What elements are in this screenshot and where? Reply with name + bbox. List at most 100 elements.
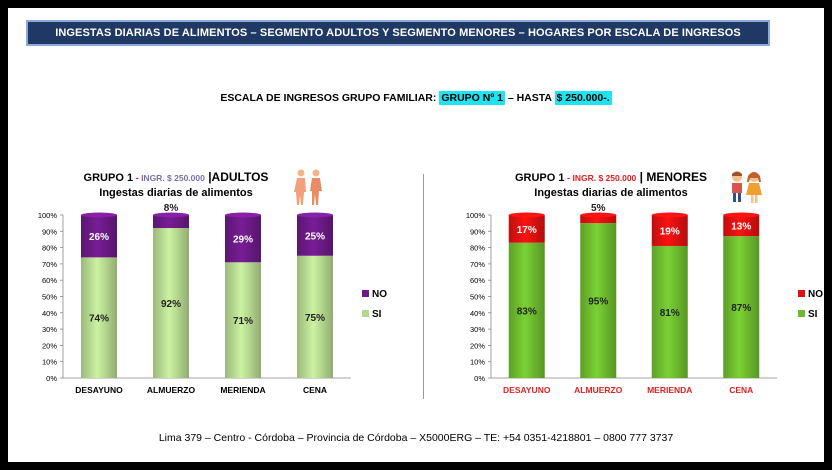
subtitle-middle: – HASTA bbox=[504, 92, 555, 104]
bar-segment-no bbox=[723, 215, 760, 237]
chart-title-group: GRUPO 1 bbox=[515, 172, 565, 184]
minors-chart: GRUPO 1 - INGR. $ 250.000 | MENORES Inges… bbox=[466, 170, 823, 395]
y-tick-label: 100% bbox=[38, 211, 58, 220]
chart-title-separator: - bbox=[565, 173, 573, 183]
chart-subtitle: Ingestas diarias de alimentos bbox=[99, 187, 252, 199]
bar-cap bbox=[297, 212, 333, 218]
footer-contact: Lima 379 – Centro - Córdoba – Provincia … bbox=[158, 432, 674, 444]
legend-label: SI bbox=[372, 309, 382, 320]
y-tick-label: 20% bbox=[470, 341, 485, 350]
data-label-no: 8% bbox=[164, 203, 179, 214]
data-label-no: 26% bbox=[89, 232, 109, 243]
y-tick-label: 50% bbox=[42, 293, 57, 302]
chart-title-separator: - bbox=[133, 173, 141, 183]
y-tick-label: 80% bbox=[42, 244, 57, 253]
data-label-si: 81% bbox=[660, 308, 680, 319]
data-label-si: 75% bbox=[305, 313, 325, 324]
y-tick-label: 0% bbox=[46, 374, 57, 383]
bar-cap bbox=[153, 212, 189, 218]
bar-cap bbox=[651, 212, 688, 218]
bar-segment-no bbox=[580, 215, 617, 224]
data-label-no: 17% bbox=[517, 225, 537, 236]
x-tick-label: MERIENDA bbox=[647, 385, 692, 395]
y-tick-label: 90% bbox=[470, 227, 485, 236]
legend-swatch bbox=[362, 310, 369, 317]
y-tick-label: 70% bbox=[470, 260, 485, 269]
y-tick-label: 40% bbox=[470, 309, 485, 318]
y-tick-label: 90% bbox=[42, 227, 57, 236]
bar-segment-si bbox=[508, 242, 545, 378]
data-label-si: 83% bbox=[517, 306, 537, 317]
slide: INGESTAS DIARIAS DE ALIMENTOS – SEGMENTO… bbox=[8, 8, 824, 462]
chart-title-income: INGR. $ 250.000 bbox=[573, 173, 637, 183]
y-tick-label: 30% bbox=[470, 325, 485, 334]
chart-title-income: INGR. $ 250.000 bbox=[141, 173, 205, 183]
bar-segment-si bbox=[580, 223, 617, 378]
chart-subtitle: Ingestas diarias de alimentos bbox=[534, 187, 687, 199]
y-tick-label: 10% bbox=[42, 358, 57, 367]
legend-swatch bbox=[362, 290, 369, 297]
subtitle-group: GRUPO Nº 1 bbox=[439, 91, 505, 105]
bar-segment-si bbox=[723, 236, 760, 378]
data-label-no: 29% bbox=[233, 235, 253, 246]
adults-chart: GRUPO 1 - INGR. $ 250.000 |ADULTOS Ingest… bbox=[38, 170, 387, 395]
data-label-si: 92% bbox=[161, 299, 181, 310]
data-label-no: 13% bbox=[731, 222, 751, 233]
bar-cap bbox=[580, 212, 617, 218]
income-scale-subtitle: ESCALA DE INGRESOS GRUPO FAMILIAR: GRUPO… bbox=[8, 91, 824, 105]
bar-segment-no bbox=[225, 215, 261, 263]
y-tick-label: 70% bbox=[42, 260, 57, 269]
legend-label: SI bbox=[808, 309, 818, 320]
legend-swatch bbox=[798, 290, 805, 297]
x-tick-label: CENA bbox=[303, 385, 327, 395]
bar-segment-no bbox=[81, 215, 117, 258]
chart-title-segment: |ADULTOS bbox=[205, 170, 269, 184]
x-tick-label: CENA bbox=[729, 385, 753, 395]
data-label-si: 87% bbox=[731, 303, 751, 314]
y-tick-label: 80% bbox=[470, 244, 485, 253]
y-tick-label: 30% bbox=[42, 325, 57, 334]
bar-segment-no bbox=[651, 215, 688, 246]
adults-figures-icon bbox=[294, 169, 322, 205]
y-tick-label: 10% bbox=[470, 358, 485, 367]
subtitle-amount: $ 250.000-. bbox=[554, 91, 612, 105]
x-tick-label: ALMUERZO bbox=[147, 385, 196, 395]
data-label-si: 74% bbox=[89, 314, 109, 325]
bar-cap bbox=[508, 212, 545, 218]
bar-segment-no bbox=[297, 215, 333, 256]
legend-label: NO bbox=[372, 289, 387, 300]
bar-segment-si bbox=[225, 262, 261, 378]
bar-cap bbox=[723, 212, 760, 218]
bar-cap bbox=[81, 212, 117, 218]
x-tick-label: MERIENDA bbox=[220, 385, 265, 395]
children-figures-icon bbox=[732, 171, 762, 203]
y-tick-label: 60% bbox=[42, 276, 57, 285]
chart-title: GRUPO 1 - INGR. $ 250.000 |ADULTOS bbox=[84, 170, 269, 184]
y-tick-label: 0% bbox=[474, 374, 485, 383]
data-label-si: 95% bbox=[588, 297, 608, 308]
data-label-si: 71% bbox=[233, 316, 253, 327]
data-label-no: 19% bbox=[660, 226, 680, 237]
bar-cap bbox=[225, 212, 261, 218]
bar-segment-si bbox=[81, 257, 117, 378]
x-tick-label: DESAYUNO bbox=[75, 385, 123, 395]
chart-title-group: GRUPO 1 bbox=[84, 172, 134, 184]
subtitle-prefix: ESCALA DE INGRESOS GRUPO FAMILIAR: bbox=[220, 92, 440, 104]
page-title-banner: INGESTAS DIARIAS DE ALIMENTOS – SEGMENTO… bbox=[26, 20, 770, 46]
y-tick-label: 100% bbox=[466, 211, 486, 220]
y-tick-label: 20% bbox=[42, 341, 57, 350]
chart-title-segment: | MENORES bbox=[636, 170, 707, 184]
x-tick-label: DESAYUNO bbox=[503, 385, 551, 395]
chart-divider bbox=[423, 174, 424, 399]
data-label-no: 25% bbox=[305, 231, 325, 242]
y-tick-label: 40% bbox=[42, 309, 57, 318]
y-tick-label: 60% bbox=[470, 276, 485, 285]
y-tick-label: 50% bbox=[470, 293, 485, 302]
data-label-no: 5% bbox=[591, 203, 606, 214]
bar-segment-si bbox=[651, 245, 688, 378]
bar-segment-no bbox=[153, 215, 189, 229]
legend-label: NO bbox=[808, 289, 823, 300]
bar-segment-si bbox=[297, 255, 333, 378]
legend-swatch bbox=[798, 310, 805, 317]
bar-segment-no bbox=[508, 215, 545, 243]
